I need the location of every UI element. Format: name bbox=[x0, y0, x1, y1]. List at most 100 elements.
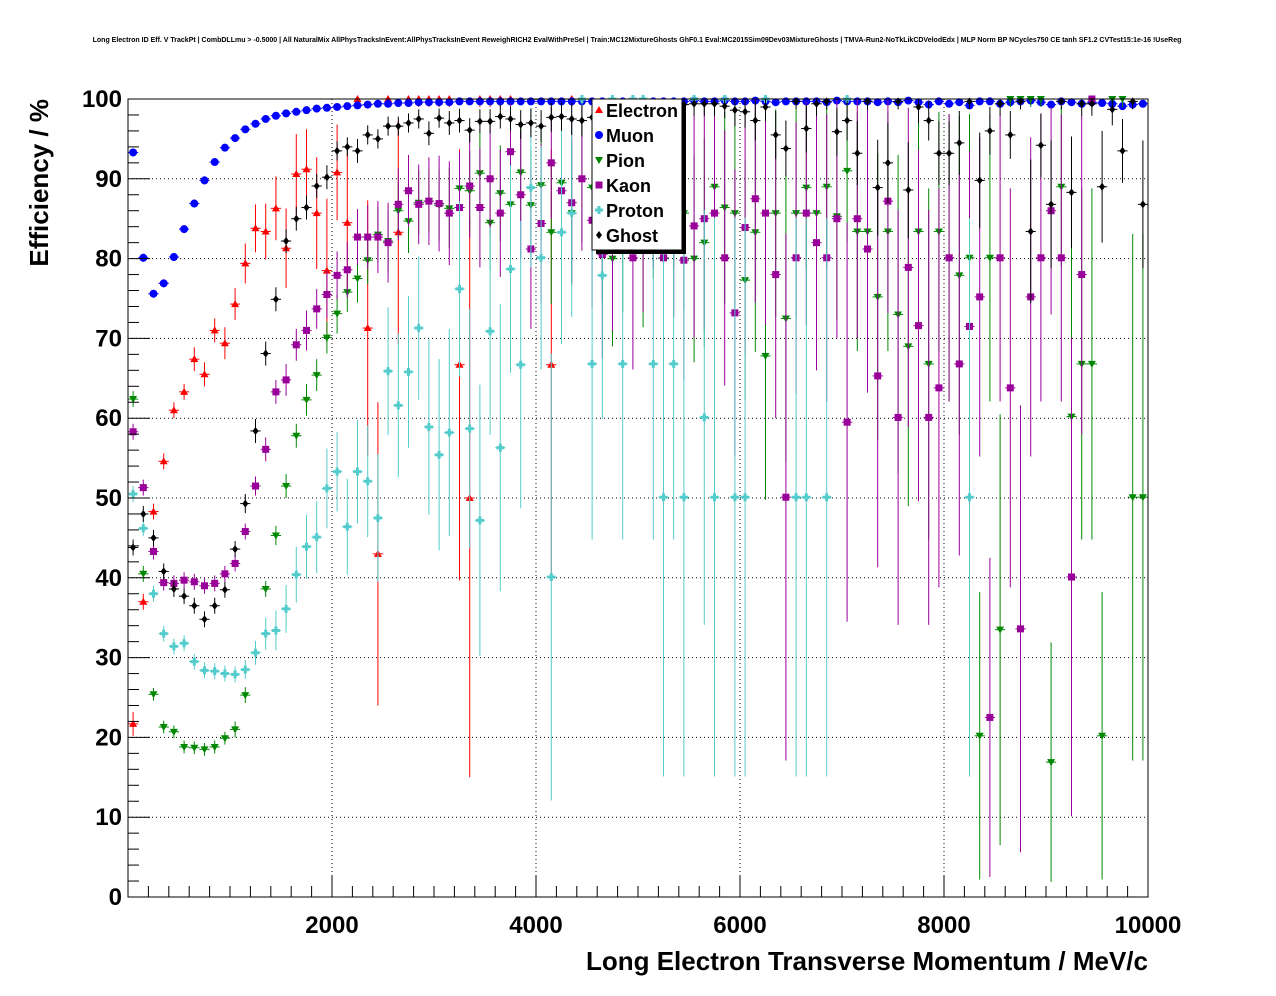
data-point bbox=[434, 108, 445, 128]
point-marker bbox=[292, 341, 300, 349]
point-marker bbox=[313, 181, 320, 190]
point-marker bbox=[160, 579, 168, 587]
point-marker bbox=[333, 310, 342, 318]
point-marker bbox=[210, 158, 219, 167]
point-marker bbox=[414, 324, 423, 333]
point-marker bbox=[395, 122, 402, 131]
data-point bbox=[352, 138, 363, 163]
point-marker bbox=[415, 114, 422, 123]
data-point bbox=[923, 209, 934, 625]
point-marker bbox=[139, 524, 148, 533]
y-tick-label: 50 bbox=[95, 485, 122, 512]
point-marker bbox=[548, 113, 555, 122]
point-marker bbox=[231, 559, 239, 567]
point-marker bbox=[200, 370, 209, 378]
data-point bbox=[270, 525, 281, 546]
point-marker bbox=[414, 98, 423, 107]
data-point bbox=[281, 363, 292, 396]
data-point bbox=[209, 318, 220, 343]
point-marker bbox=[404, 367, 413, 376]
point-marker bbox=[1099, 182, 1106, 191]
data-point bbox=[148, 687, 159, 701]
point-marker bbox=[618, 359, 627, 368]
point-marker bbox=[150, 547, 157, 555]
point-marker bbox=[476, 204, 484, 212]
point-marker bbox=[159, 457, 168, 465]
data-point bbox=[291, 423, 302, 448]
data-point bbox=[230, 721, 241, 738]
data-point bbox=[984, 114, 995, 402]
data-point bbox=[423, 157, 434, 246]
data-point bbox=[1117, 118, 1128, 183]
point-marker bbox=[261, 585, 270, 593]
data-point bbox=[250, 119, 261, 128]
data-point bbox=[230, 555, 241, 572]
point-marker bbox=[547, 159, 555, 167]
point-marker bbox=[446, 118, 453, 127]
data-point bbox=[984, 106, 995, 155]
data-point bbox=[729, 217, 740, 777]
data-point bbox=[944, 121, 955, 186]
point-marker bbox=[220, 735, 229, 743]
data-point bbox=[240, 687, 251, 704]
data-point bbox=[301, 383, 312, 416]
x-tick-label: 2000 bbox=[305, 912, 358, 939]
data-point bbox=[138, 565, 149, 582]
data-point bbox=[189, 199, 200, 208]
point-marker bbox=[435, 450, 444, 459]
data-point bbox=[383, 202, 394, 283]
point-marker bbox=[373, 99, 382, 108]
point-marker bbox=[946, 149, 953, 158]
data-point bbox=[372, 129, 383, 149]
data-point bbox=[260, 437, 271, 462]
data-point bbox=[209, 740, 220, 754]
point-marker bbox=[384, 99, 393, 108]
data-point bbox=[148, 585, 159, 602]
data-point bbox=[740, 99, 751, 128]
point-marker bbox=[283, 237, 290, 246]
data-point bbox=[199, 577, 210, 594]
point-marker bbox=[241, 125, 250, 134]
data-point bbox=[1137, 99, 1148, 108]
point-marker bbox=[140, 509, 147, 518]
data-point bbox=[944, 99, 955, 108]
point-marker bbox=[221, 570, 229, 578]
point-marker bbox=[322, 266, 331, 274]
data-point bbox=[495, 149, 506, 277]
point-marker bbox=[956, 138, 963, 147]
point-marker bbox=[201, 582, 208, 590]
data-point bbox=[301, 195, 312, 220]
point-marker bbox=[180, 576, 188, 584]
legend-box bbox=[591, 98, 683, 251]
data-point bbox=[138, 593, 149, 610]
legend-marker bbox=[595, 131, 603, 139]
data-point bbox=[393, 98, 404, 107]
data-point bbox=[189, 597, 200, 614]
point-marker bbox=[261, 114, 270, 123]
point-marker bbox=[354, 146, 361, 155]
data-point bbox=[342, 241, 353, 298]
point-marker bbox=[700, 413, 709, 422]
data-point bbox=[158, 453, 169, 470]
data-point bbox=[168, 580, 179, 597]
data-point bbox=[179, 572, 190, 589]
point-marker bbox=[313, 305, 321, 313]
data-point bbox=[872, 139, 883, 236]
data-point bbox=[301, 106, 312, 115]
point-marker bbox=[435, 200, 443, 208]
x-tick-label: 10000 bbox=[1115, 912, 1182, 939]
data-point bbox=[128, 711, 139, 736]
point-marker bbox=[271, 532, 280, 540]
data-point bbox=[811, 114, 822, 371]
legend-marker bbox=[595, 106, 603, 113]
point-marker bbox=[129, 396, 138, 404]
data-point bbox=[403, 154, 414, 227]
y-tick-label: 70 bbox=[95, 325, 122, 352]
data-point bbox=[821, 217, 832, 777]
point-marker bbox=[445, 209, 453, 217]
data-point bbox=[831, 107, 842, 156]
point-marker bbox=[669, 359, 678, 368]
point-marker bbox=[874, 372, 882, 380]
point-marker bbox=[435, 98, 444, 107]
point-marker bbox=[690, 222, 698, 230]
